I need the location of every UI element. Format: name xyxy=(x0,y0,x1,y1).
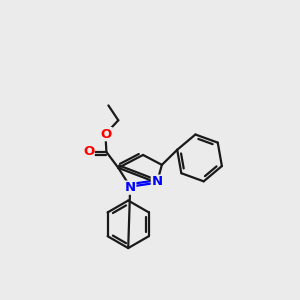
Text: N: N xyxy=(152,175,163,188)
Text: N: N xyxy=(124,181,136,194)
Text: O: O xyxy=(83,146,94,158)
Text: O: O xyxy=(101,128,112,141)
